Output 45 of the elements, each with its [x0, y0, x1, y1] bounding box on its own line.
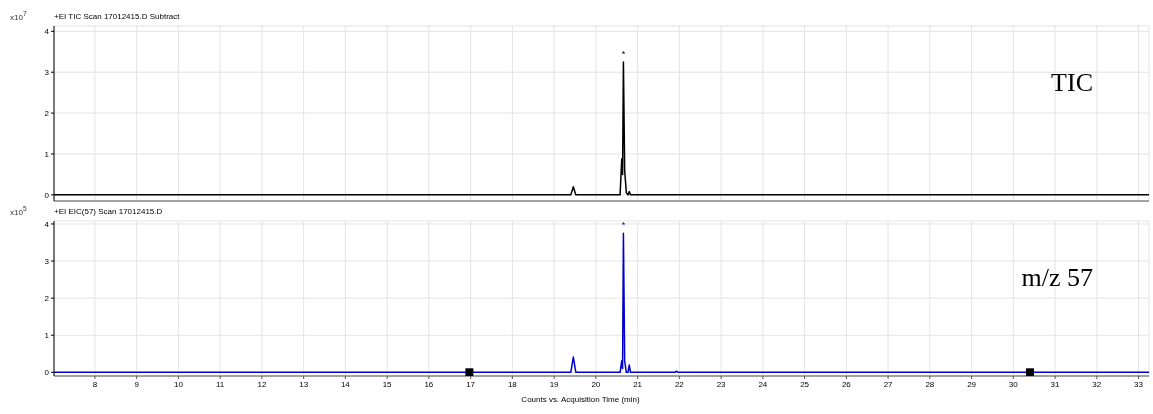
y-tick-label: 4 [44, 27, 50, 37]
x-tick-label: 31 [1050, 379, 1061, 389]
x-tick-label: 28 [925, 379, 935, 389]
x-tick-label: 8 [92, 379, 98, 389]
y-axis-title: x10$^{7}$ [10, 10, 27, 22]
y-tick-label: 2 [44, 108, 50, 118]
x-tick-label: 25 [800, 379, 810, 389]
x-tick-label: 11 [215, 379, 225, 389]
x-tick-label: 27 [883, 379, 894, 389]
x-tick-label: 9 [134, 379, 140, 389]
y-tick-label: 4 [44, 219, 50, 229]
x-tick-label: 13 [299, 379, 309, 389]
x-tick-label: 23 [716, 379, 727, 389]
x-tick-label: 33 [1134, 379, 1144, 389]
y-tick-label: 3 [44, 256, 50, 266]
x-tick-label: 19 [549, 379, 560, 389]
x-tick-label: 26 [841, 379, 852, 389]
x-tick-label: 24 [758, 379, 768, 389]
annotation: * [621, 48, 626, 59]
chart-title: +EI TIC Scan 17012415.D Subtract [54, 12, 180, 21]
x-tick-label: 16 [424, 379, 434, 389]
x-tick-label: 29 [967, 379, 977, 389]
y-tick-label: 1 [44, 331, 50, 341]
x-tick-label: 30 [1008, 379, 1019, 389]
x-axis-title: Counts vs. Acquisition Time (min) [520, 395, 641, 404]
x-tick-label: 18 [507, 379, 518, 389]
x-tick-label: 32 [1092, 379, 1102, 389]
x-tick-label: 14 [340, 379, 351, 389]
y-axis-title: x10$^{5}$ [10, 205, 27, 217]
x-tick-label: 20 [591, 379, 601, 389]
y-tick-label: 0 [44, 368, 50, 378]
x-tick-label: 15 [382, 379, 393, 389]
annotation: m/z 57 [1021, 263, 1093, 293]
annotation: * [621, 220, 626, 231]
y-tick-label: 3 [44, 68, 50, 78]
annotation: TIC [1051, 68, 1093, 98]
y-tick-label: 0 [44, 190, 50, 200]
y-tick-label: 2 [44, 293, 50, 303]
x-tick-label: 17 [466, 379, 476, 389]
x-tick-label: 10 [173, 379, 184, 389]
chart-title: +EI EIC(57) Scan 17012415.D [54, 207, 163, 216]
x-tick-label: 12 [257, 379, 267, 389]
x-tick-label: 21 [633, 379, 643, 389]
x-tick-label: 22 [674, 379, 685, 389]
y-tick-label: 1 [44, 149, 50, 159]
